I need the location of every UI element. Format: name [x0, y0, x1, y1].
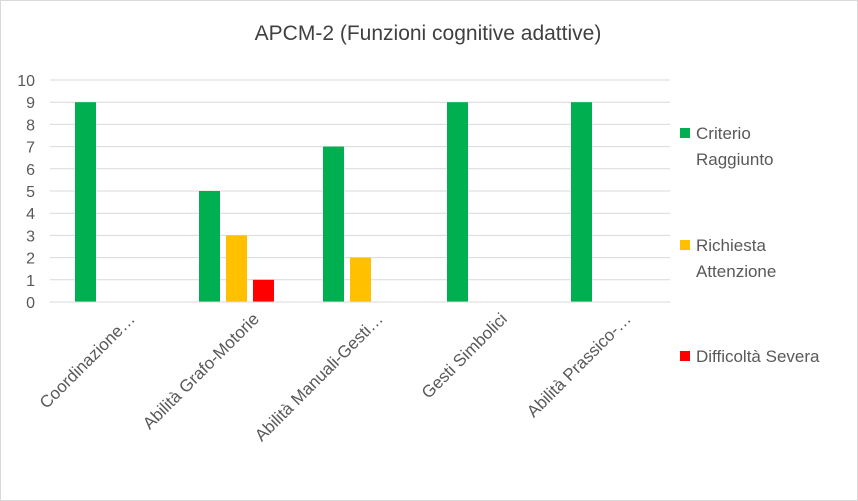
legend-label: Richiesta [696, 236, 766, 255]
x-category-label: Abilità Manuali-Gesti… [251, 309, 387, 445]
y-tick-label: 9 [26, 95, 35, 112]
y-tick-label: 10 [17, 73, 35, 90]
legend-swatch [680, 128, 690, 138]
legend-label: Criterio [696, 124, 751, 143]
legend: Criterio Raggiunto Richiesta Attenzione Diff… [680, 124, 820, 366]
x-category-label: Abilità Grafo-Motorie [139, 309, 263, 433]
y-tick-label: 4 [26, 206, 35, 223]
bar [253, 279, 274, 302]
y-tick-label: 7 [26, 140, 35, 157]
y-tick-label: 0 [26, 295, 35, 312]
y-tick-label: 2 [26, 251, 35, 268]
bar [75, 102, 96, 302]
y-tick-label: 1 [26, 273, 35, 290]
bar [226, 235, 247, 302]
y-tick-label: 6 [26, 162, 35, 179]
legend-swatch [680, 240, 690, 250]
legend-swatch [680, 351, 690, 361]
x-category-label: Coordinazione… [36, 309, 139, 412]
x-category-label: Abilità Prassico-… [523, 309, 635, 421]
y-tick-label: 8 [26, 117, 35, 134]
x-category-label: Gesti Simbolici [418, 309, 511, 402]
y-tick-label: 5 [26, 184, 35, 201]
bars [75, 102, 592, 302]
bar [323, 146, 344, 302]
bar [199, 191, 220, 302]
y-axis-ticks: 0 1 2 3 4 5 6 7 8 9 10 [17, 73, 35, 312]
bar [350, 257, 371, 302]
bar [447, 102, 468, 302]
bar [571, 102, 592, 302]
y-tick-label: 3 [26, 228, 35, 245]
legend-label: Attenzione [696, 262, 776, 281]
legend-label: Raggiunto [696, 150, 774, 169]
legend-label: Difficoltà Severa [696, 347, 820, 366]
x-axis-labels: Coordinazione… Abilità Grafo-MotorieAbili… [36, 309, 635, 445]
chart-title: APCM-2 (Funzioni cognitive adattive) [255, 22, 602, 45]
